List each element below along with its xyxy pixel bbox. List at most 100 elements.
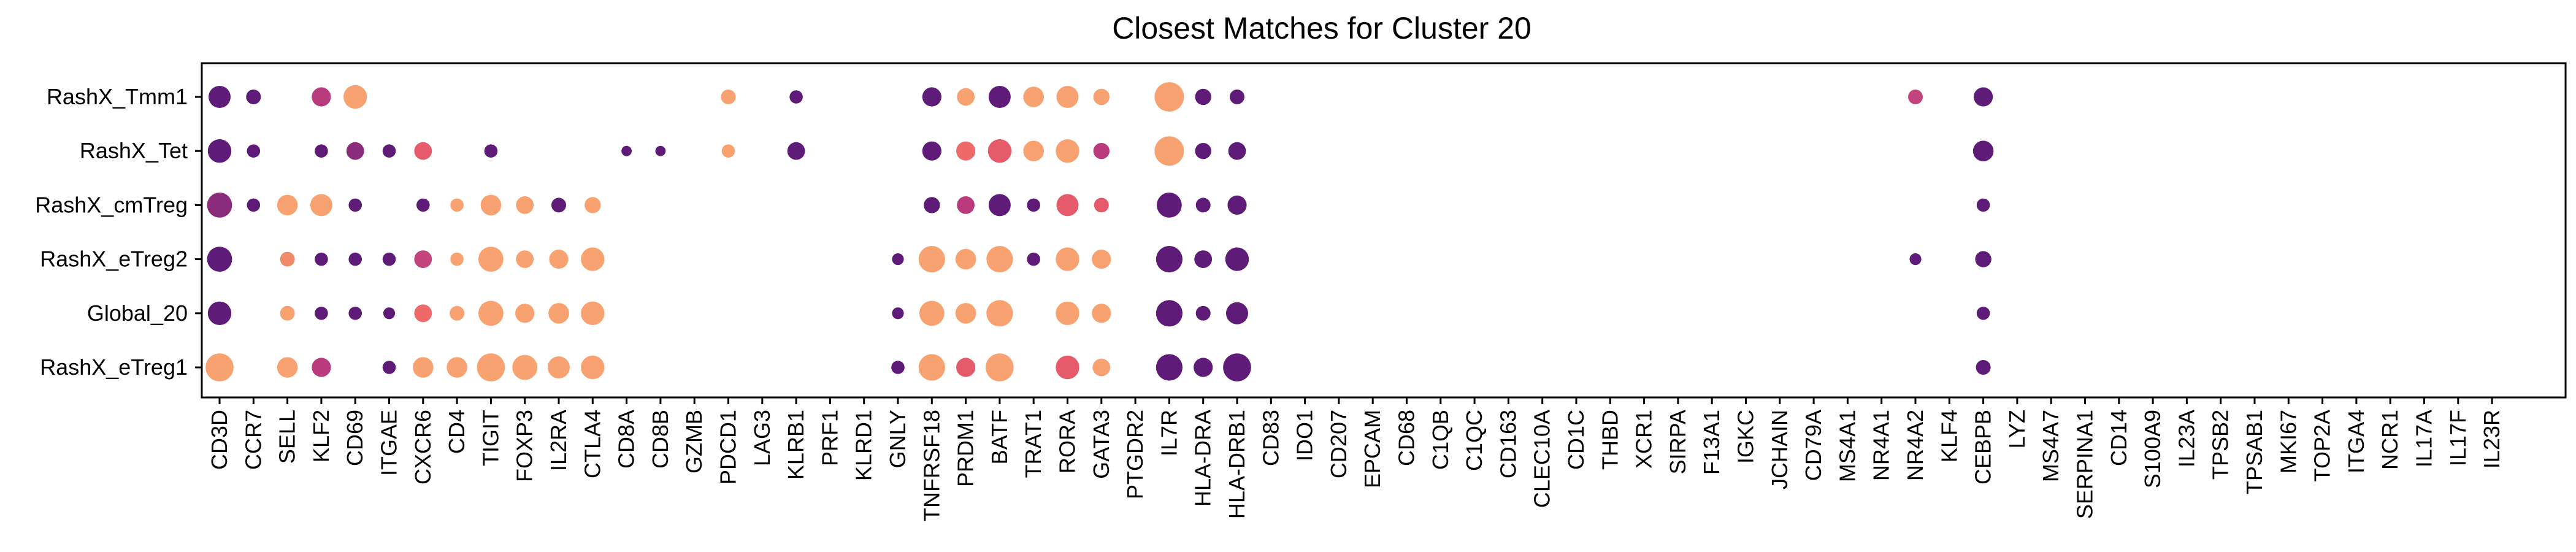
dot-global-20-rora <box>1056 301 1079 325</box>
x-tick-label-itga4: ITGA4 <box>2344 410 2369 473</box>
dot-global-20-hla-drb1 <box>1226 302 1248 324</box>
dot-rashx-tet-il7r <box>1154 136 1184 166</box>
dot-rashx-cmtreg-cd4 <box>450 198 464 212</box>
dot-rashx-tmm1-klf2 <box>312 87 331 107</box>
dot-rashx-tet-rora <box>1056 139 1079 163</box>
dot-rashx-tmm1-cd69 <box>343 85 367 109</box>
dot-rashx-etreg1-cxcr6 <box>413 357 434 378</box>
dot-rashx-cmtreg-batf <box>988 194 1011 217</box>
dot-rashx-etreg2-itgae <box>382 252 396 266</box>
x-tick-label-klf2: KLF2 <box>309 410 334 462</box>
dot-rashx-cmtreg-hla-drb1 <box>1227 195 1247 215</box>
dot-rashx-etreg2-tigit <box>478 247 504 272</box>
x-tick-label-serpina1: SERPINA1 <box>2072 410 2098 519</box>
x-tick-label-cd69: CD69 <box>342 410 367 466</box>
dot-global-20-cebpb <box>1976 307 1990 320</box>
x-tick-label-cd3d: CD3D <box>207 410 232 470</box>
dot-rashx-tet-trat1 <box>1023 140 1044 161</box>
x-tick-label-gata3: GATA3 <box>1089 410 1114 479</box>
dot-global-20-il7r <box>1156 300 1183 327</box>
dot-rashx-etreg2-cxcr6 <box>414 250 432 268</box>
dot-rashx-etreg2-klf2 <box>315 252 328 266</box>
dot-rashx-etreg2-nr4a2 <box>1909 253 1922 266</box>
x-tick-label-thbd: THBD <box>1597 410 1622 470</box>
x-tick-label-xcr1: XCR1 <box>1631 410 1657 469</box>
x-tick-label-f13a1: F13A1 <box>1699 410 1724 475</box>
dot-rashx-tet-itgae <box>382 144 396 158</box>
x-tick-label-cd163: CD163 <box>1495 410 1520 478</box>
x-tick-label-ctla4: CTLA4 <box>580 410 605 478</box>
dot-rashx-tmm1-tnfrsf18 <box>922 87 941 107</box>
dot-rashx-etreg2-gnly <box>892 253 904 266</box>
dot-global-20-hla-dra <box>1195 305 1211 321</box>
dot-rashx-tmm1-cebpb <box>1974 87 1993 107</box>
x-tick-label-cd4: CD4 <box>444 410 469 454</box>
dot-rashx-cmtreg-klf2 <box>310 194 332 217</box>
dot-rashx-tmm1-il7r <box>1154 82 1184 112</box>
dot-rashx-etreg1-cebpb <box>1976 360 1991 375</box>
dot-rashx-tet-cebpb <box>1972 140 1994 161</box>
dot-global-20-cd69 <box>348 307 362 320</box>
x-tick-label-il7r: IL7R <box>1156 410 1181 456</box>
dot-global-20-sell <box>280 305 295 321</box>
dot-rashx-tmm1-rora <box>1056 86 1079 108</box>
dot-rashx-tmm1-gata3 <box>1093 88 1110 105</box>
dot-rashx-etreg2-rora <box>1056 247 1079 271</box>
dot-global-20-tigit <box>478 301 504 326</box>
dot-rashx-tet-cd8b <box>655 145 666 156</box>
dot-rashx-cmtreg-cd69 <box>348 198 362 212</box>
dot-rashx-tmm1-prdm1 <box>957 88 975 106</box>
dot-rashx-tet-hla-drb1 <box>1228 142 1246 160</box>
x-tick-label-ms4a1: MS4A1 <box>1834 410 1860 482</box>
x-tick-label-tpsab1: TPSAB1 <box>2242 410 2267 494</box>
dot-rashx-cmtreg-cebpb <box>1976 198 1990 212</box>
dot-rashx-etreg2-cd4 <box>450 252 464 266</box>
x-tick-label-cd14: CD14 <box>2106 410 2131 466</box>
x-tick-label-klrb1: KLRB1 <box>783 410 808 480</box>
dot-rashx-etreg1-sell <box>277 357 298 378</box>
x-tick-label-cd207: CD207 <box>1326 410 1351 478</box>
x-tick-label-sirpa: SIRPA <box>1665 410 1690 474</box>
dot-rashx-etreg2-tnfrsf18 <box>918 246 945 273</box>
dot-rashx-cmtreg-ccr7 <box>247 198 261 212</box>
dot-rashx-cmtreg-rora <box>1056 194 1079 217</box>
dot-rashx-etreg1-hla-dra <box>1194 358 1213 377</box>
dot-rashx-tet-cxcr6 <box>414 142 432 160</box>
dot-rashx-etreg2-cebpb <box>1975 251 1991 267</box>
y-tick-label-rashx-etreg2: RashX_eTreg2 <box>40 247 188 272</box>
x-tick-label-c1qc: C1QC <box>1462 410 1487 471</box>
dot-rashx-tmm1-klrb1 <box>789 90 803 104</box>
dot-rashx-cmtreg-foxp3 <box>516 196 534 214</box>
x-tick-label-klrd1: KLRD1 <box>851 410 876 481</box>
x-tick-label-prdm1: PRDM1 <box>953 410 978 487</box>
dot-rashx-etreg1-prdm1 <box>956 358 976 377</box>
x-tick-label-cd8a: CD8A <box>614 410 639 469</box>
x-tick-label-foxp3: FOXP3 <box>512 410 537 482</box>
dot-rashx-etreg1-ctla4 <box>581 355 605 380</box>
dot-rashx-tet-tnfrsf18 <box>922 141 941 161</box>
dot-rashx-etreg1-tigit <box>477 353 505 381</box>
dot-rashx-etreg1-itgae <box>382 361 396 374</box>
dot-rashx-cmtreg-sell <box>277 194 298 216</box>
x-axis: CD3D CCR7 SELL KLF2 CD69 ITGAE CXCR6 CD4 TIGIT FO… <box>207 397 2504 521</box>
x-tick-label-cd79a: CD79A <box>1801 410 1826 481</box>
dot-global-20-tnfrsf18 <box>919 301 945 326</box>
dot-rashx-etreg2-hla-dra <box>1194 250 1213 268</box>
dot-rashx-etreg1-tnfrsf18 <box>918 354 945 381</box>
x-tick-label-il17f: IL17F <box>2445 410 2471 466</box>
dot-rashx-tet-cd8a <box>621 145 632 156</box>
dot-rashx-tmm1-ccr7 <box>246 90 261 104</box>
dot-rashx-cmtreg-cxcr6 <box>416 198 430 212</box>
x-tick-label-klf4: KLF4 <box>1936 410 1961 462</box>
dot-rashx-cmtreg-ctla4 <box>585 197 601 213</box>
x-tick-label-itgae: ITGAE <box>377 410 402 476</box>
x-tick-label-il2ra: IL2RA <box>546 410 571 471</box>
dot-rashx-etreg2-cd69 <box>348 252 362 266</box>
dot-rashx-tmm1-hla-drb1 <box>1230 90 1244 104</box>
dot-rashx-tmm1-batf <box>988 86 1011 108</box>
x-tick-label-tnfrsf18: TNFRSF18 <box>919 410 944 521</box>
y-tick-label-rashx-tet: RashX_Tet <box>80 138 188 163</box>
x-tick-label-cd8b: CD8B <box>648 410 673 469</box>
dot-global-20-cd3d <box>207 301 232 325</box>
